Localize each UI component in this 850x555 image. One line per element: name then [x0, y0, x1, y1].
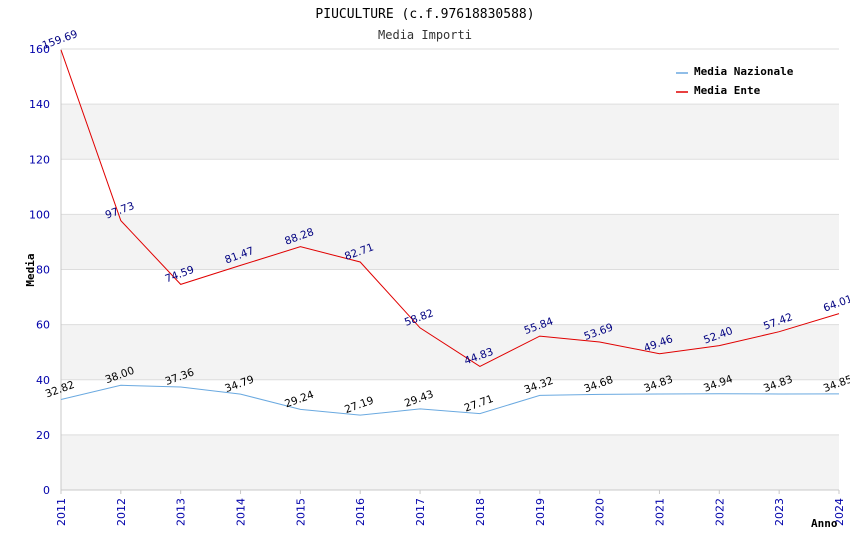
- y-tick-label: 160: [29, 43, 50, 56]
- y-tick-label: 100: [29, 208, 50, 221]
- grid-band: [61, 324, 839, 380]
- x-tick-label: 2016: [354, 498, 367, 526]
- legend-box: [669, 60, 809, 101]
- x-tick-label: 2013: [175, 498, 188, 526]
- x-tick-label: 2023: [773, 498, 786, 526]
- y-tick-label: 80: [36, 264, 50, 277]
- chart-subtitle: Media Importi: [378, 28, 472, 42]
- y-tick-labels: 0 20 40 60 80 100 120 140 160: [29, 43, 50, 497]
- x-tick-label: 2017: [414, 498, 427, 526]
- grid-bands: [61, 49, 839, 490]
- x-tick-label: 2019: [534, 498, 547, 526]
- y-tick-label: 40: [36, 374, 50, 387]
- series-line-media-ente: [60, 49, 840, 367]
- x-tick-label: 2014: [235, 498, 248, 526]
- x-tick-label: 2024: [833, 498, 846, 526]
- x-tick-label: 2020: [594, 498, 607, 526]
- x-tick-label: 2021: [653, 498, 666, 526]
- series-line-media-nazionale: [60, 384, 840, 416]
- axes: [60, 49, 840, 494]
- grid-band: [61, 434, 839, 490]
- x-tick-labels: 2011 2012 2013 2014 2015 2016 2017 2018 2019 2020…: [55, 498, 846, 526]
- grid-band: [61, 104, 839, 160]
- x-tick-label: 2018: [474, 498, 487, 526]
- data-label: 159.69: [41, 28, 80, 52]
- series-lines: [60, 49, 840, 416]
- y-tick-label: 0: [43, 484, 50, 497]
- legend-label-media-nazionale: Media Nazionale: [694, 65, 794, 78]
- x-tick-label: 2022: [713, 498, 726, 526]
- grid-band: [61, 379, 839, 435]
- y-tick-label: 120: [29, 153, 50, 166]
- y-tick-label: 140: [29, 98, 50, 111]
- grid-band: [61, 159, 839, 215]
- grid-band: [61, 269, 839, 325]
- legend-label-media-ente: Media Ente: [694, 84, 761, 97]
- y-axis-label: Media: [24, 253, 37, 286]
- y-tick-label: 60: [36, 319, 50, 332]
- x-tick-label: 2012: [115, 498, 128, 526]
- legend: Media Nazionale Media Ente: [669, 60, 809, 101]
- grid-band: [61, 214, 839, 270]
- chart-title: PIUCULTURE (c.f.97618830588): [315, 7, 534, 22]
- x-tick-label: 2011: [55, 498, 68, 526]
- y-tick-label: 20: [36, 429, 50, 442]
- x-tick-label: 2015: [294, 498, 307, 526]
- x-axis-label: Anno: [811, 517, 838, 530]
